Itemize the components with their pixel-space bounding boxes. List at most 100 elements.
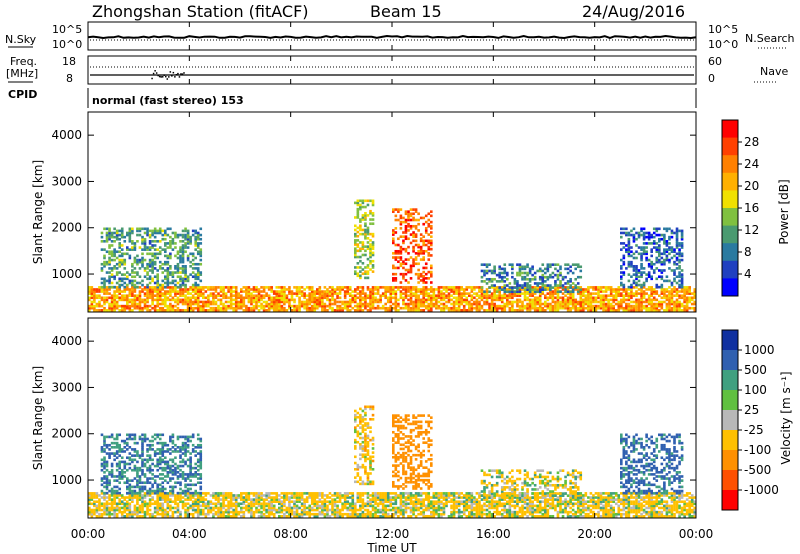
heatmap-cell [199, 504, 203, 508]
heatmap-cell [293, 292, 296, 295]
heatmap-cell [483, 292, 486, 295]
heatmap-cell [323, 294, 327, 298]
heatmap-cell [488, 304, 491, 308]
heatmap-cell [115, 235, 119, 239]
heatmap-cell [635, 290, 638, 293]
heatmap-cell [422, 510, 425, 514]
heatmap-cell [364, 199, 367, 203]
heatmap-cell [90, 510, 94, 514]
heatmap-cell [404, 258, 408, 261]
heatmap-cell [151, 290, 154, 293]
heatmap-cell [495, 288, 499, 291]
heatmap-cell [148, 229, 152, 233]
heatmap-cell [386, 492, 390, 495]
heatmap-cell [293, 514, 296, 518]
heatmap-cell [189, 298, 192, 302]
heatmap-cell [508, 294, 512, 298]
heatmap-cell [424, 304, 428, 308]
heatmap-cell [566, 280, 570, 283]
heatmap-cell [526, 273, 529, 277]
heatmap-cell [500, 280, 504, 283]
heatmap-cell [493, 294, 496, 298]
heatmap-cell [252, 500, 256, 504]
heatmap-cell [392, 241, 395, 245]
heatmap-cell [222, 286, 225, 289]
heatmap-cell [637, 308, 641, 312]
heatmap-cell [460, 302, 463, 306]
heatmap-cell [166, 283, 170, 287]
heatmap-cell [397, 508, 400, 512]
heatmap-cell [424, 229, 428, 232]
heatmap-cell [437, 288, 441, 291]
heatmap-cell [110, 304, 114, 308]
heatmap-cell [409, 264, 413, 268]
heatmap-cell [647, 233, 651, 237]
heatmap-cell [156, 302, 159, 306]
heatmap-cell [196, 286, 200, 289]
heatmap-cell [214, 300, 218, 304]
heatmap-cell [171, 288, 175, 291]
heatmap-cell [310, 502, 314, 506]
heatmap-cell [270, 498, 273, 501]
heatmap-cell [351, 494, 355, 497]
heatmap-cell [414, 294, 418, 298]
heatmap-cell [151, 294, 154, 298]
heatmap-cell [361, 272, 365, 276]
heatmap-cell [240, 510, 243, 514]
heatmap-cell [470, 286, 474, 289]
heatmap-cell [381, 492, 385, 495]
heatmap-cell [128, 254, 132, 258]
heatmap-cell [341, 504, 344, 508]
heatmap-cell [369, 500, 372, 504]
heatmap-cell [647, 275, 651, 279]
heatmap-cell [186, 502, 190, 506]
heatmap-cell [285, 300, 289, 304]
heatmap-cell [118, 271, 121, 274]
heatmap-cell [113, 275, 116, 279]
heatmap-cell [214, 308, 218, 312]
heatmap-cell [346, 286, 349, 289]
heatmap-cell [179, 292, 182, 295]
heatmap-cell [647, 300, 651, 304]
heatmap-cell [475, 286, 479, 289]
heatmap-cell [366, 504, 370, 508]
heatmap-cell [156, 500, 159, 504]
heatmap-cell [544, 296, 547, 300]
heatmap-cell [412, 306, 415, 310]
heatmap-cell [247, 496, 251, 499]
heatmap-cell [462, 306, 466, 310]
heatmap-cell [113, 248, 116, 251]
heatmap-cell [118, 510, 121, 514]
heatmap-cell [652, 296, 656, 300]
heatmap-cell [609, 286, 613, 289]
heatmap-cell [108, 279, 111, 283]
heatmap-cell [356, 212, 360, 215]
heatmap-cell [366, 245, 370, 248]
heatmap-cell [250, 306, 253, 310]
heatmap-cell [138, 258, 142, 262]
heatmap-cell [184, 302, 187, 306]
heatmap-cell [131, 240, 134, 243]
heatmap-cell [650, 300, 653, 304]
heatmap-cell [569, 284, 572, 287]
heatmap-cell [622, 262, 626, 266]
heatmap-cell [202, 302, 205, 306]
heatmap-cell [592, 288, 595, 291]
heatmap-cell [452, 308, 456, 312]
heatmap-cell [252, 502, 256, 506]
heatmap-cell [105, 240, 109, 243]
heatmap-cell [194, 262, 197, 266]
heatmap-cell [371, 234, 375, 238]
heatmap-cell [126, 502, 129, 506]
heatmap-cell [118, 290, 121, 293]
heatmap-cell [597, 304, 600, 308]
heatmap-cell [660, 288, 664, 291]
heatmap-cell [133, 300, 137, 304]
heatmap-cell [115, 281, 119, 285]
heatmap-cell [133, 302, 137, 306]
heatmap-cell [538, 282, 542, 285]
heatmap-cell [164, 277, 167, 281]
cpid-mode: normal (fast stereo) 153 [92, 94, 244, 107]
heatmap-cell [642, 237, 646, 241]
heatmap-cell [174, 279, 177, 283]
